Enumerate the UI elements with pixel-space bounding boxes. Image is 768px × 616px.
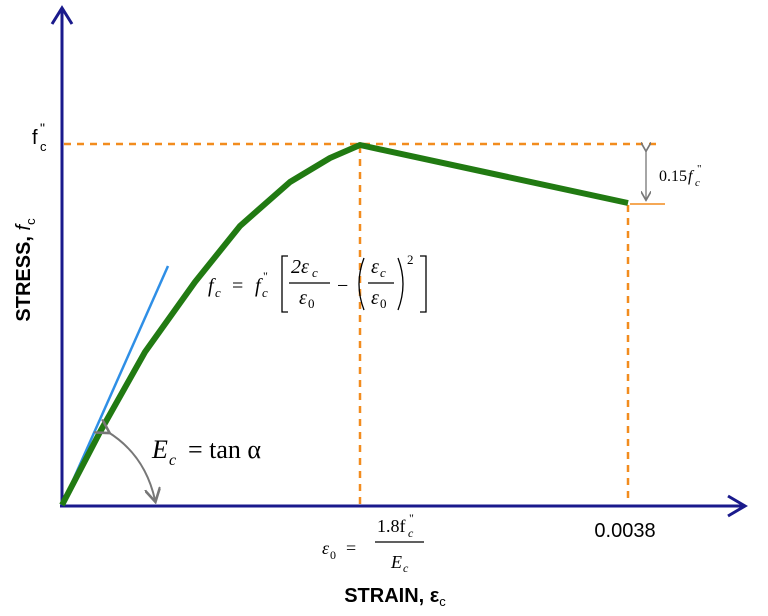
y-axis-arrow [50, 5, 74, 25]
f-sub: c [262, 285, 268, 300]
stress-strain-curve [59, 142, 629, 507]
lhs-sub: c [215, 285, 221, 300]
den2-sub: 0 [380, 296, 387, 311]
sup: " [697, 163, 702, 175]
num2-sub: c [380, 265, 386, 280]
coef: 0.15 [659, 168, 687, 185]
axes [50, 5, 748, 518]
x-axis-arrow [727, 494, 748, 518]
den2: ε [371, 287, 379, 309]
lhs: ε [322, 538, 330, 558]
x-label-sub: c [439, 594, 446, 609]
x-label-text: STRAIN, ε [344, 585, 440, 607]
num2: ε [371, 256, 379, 278]
num: 1.8f [377, 516, 406, 536]
exponent: 2 [407, 252, 414, 267]
eq: = [346, 538, 356, 558]
stress-drop-label: 0.15 f c " [659, 163, 702, 189]
num1: 2ε [291, 256, 309, 278]
den1-sub: 0 [308, 296, 315, 311]
den-sub: c [403, 561, 409, 575]
bracket-left [281, 255, 288, 313]
var: f [688, 168, 695, 185]
num-sup: " [409, 511, 414, 525]
f: f [255, 275, 263, 297]
y-label-text: STRESS, [13, 230, 35, 321]
y-label-sub: c [23, 218, 38, 225]
modulus-label: E c = tan α [151, 435, 261, 469]
lhs: f [208, 275, 216, 297]
den1: ε [299, 287, 307, 309]
formula: f c = f " c 2ε c ε 0 − ε c ε 0 2 [208, 252, 427, 313]
var: f [32, 127, 38, 149]
minus: − [337, 275, 348, 297]
den: E [390, 552, 402, 572]
peak-stress-label: f " c [32, 120, 47, 154]
paren-left [358, 257, 365, 311]
paren-right [397, 257, 404, 311]
y-axis-label: STRESS, fc [13, 218, 38, 322]
sub: c [40, 139, 47, 154]
rest: = tan α [188, 435, 261, 464]
angle-arc [108, 432, 155, 500]
x-axis-label: STRAIN, εc [344, 585, 446, 609]
sub: c [695, 177, 700, 189]
sup: " [40, 120, 45, 136]
num1-sub: c [312, 265, 318, 280]
lhs-sub: 0 [330, 548, 336, 562]
f-sup: " [263, 269, 268, 283]
peak-strain-label: ε 0 = 1.8f c " E c [322, 511, 424, 575]
bracket-right [420, 255, 427, 313]
var: E [151, 435, 168, 464]
sub: c [169, 452, 176, 469]
eq: = [232, 275, 243, 297]
ultimate-strain-label: 0.0038 [594, 520, 655, 542]
num-sub: c [408, 526, 414, 540]
y-label-var: f [13, 222, 35, 230]
